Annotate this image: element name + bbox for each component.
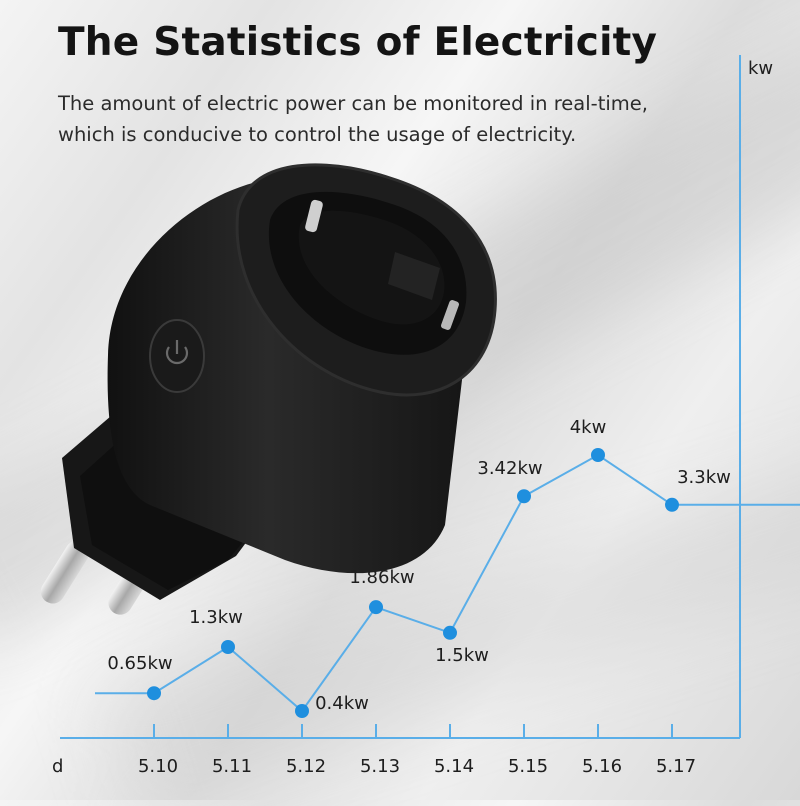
x-tick-label: 5.12 xyxy=(286,756,326,777)
data-label: 1.5kw xyxy=(435,645,489,666)
data-label: 0.65kw xyxy=(107,653,172,674)
data-point xyxy=(665,497,679,512)
x-tick-label: 5.14 xyxy=(434,756,474,777)
data-point xyxy=(517,489,531,504)
data-point xyxy=(443,625,457,640)
data-point xyxy=(221,640,235,654)
subtitle-line: which is conducive to control the usage … xyxy=(58,123,577,146)
x-tick-label: 5.15 xyxy=(508,756,548,777)
x-axis-label: d xyxy=(52,756,63,777)
subtitle-line: The amount of electric power can be moni… xyxy=(58,92,648,115)
plug-pin-icon xyxy=(40,540,90,604)
data-point xyxy=(369,600,383,615)
data-label: 1.3kw xyxy=(189,607,243,628)
data-label: 3.3kw xyxy=(677,467,731,488)
data-label: 0.4kw xyxy=(315,693,369,714)
x-tick-label: 5.16 xyxy=(582,756,622,777)
data-point xyxy=(591,448,605,462)
data-point xyxy=(147,686,161,701)
x-tick-label: 5.17 xyxy=(656,756,696,777)
data-label: 4kw xyxy=(570,417,607,438)
data-point xyxy=(295,704,309,718)
x-tick-label: 5.13 xyxy=(360,756,400,777)
smart-plug-image xyxy=(40,163,497,615)
series-line xyxy=(95,453,800,713)
power-icon xyxy=(149,319,205,393)
x-tick-label: 5.10 xyxy=(138,756,178,777)
y-axis-label: kw xyxy=(748,58,773,79)
page-subtitle: The amount of electric power can be moni… xyxy=(58,88,748,150)
x-tick-label: 5.11 xyxy=(212,756,252,777)
page-title: The Statistics of Electricity xyxy=(58,20,658,65)
data-label: 1.86kw xyxy=(349,567,414,588)
data-label: 3.42kw xyxy=(477,458,542,479)
